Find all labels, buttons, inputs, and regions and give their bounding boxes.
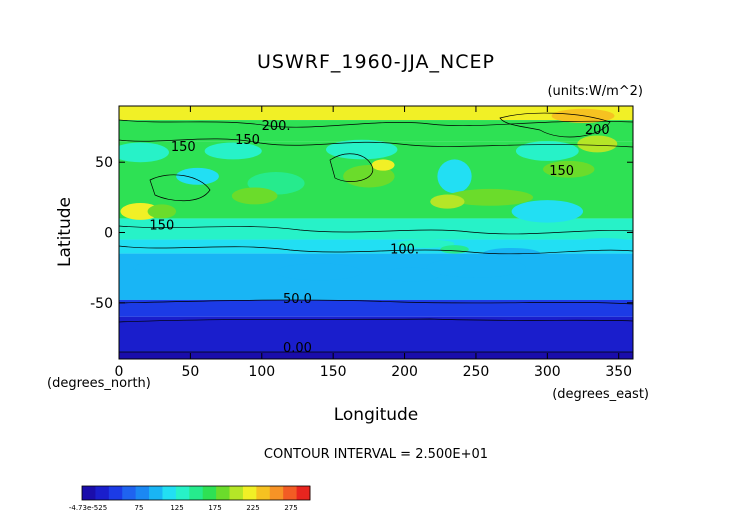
lat-band [119,316,633,352]
colorbar-min-label: -4.73e-525 [69,504,107,512]
field-patch [383,267,441,282]
contour-line [119,119,633,128]
y-axis-unit-label: (degrees_north) [47,376,151,391]
field-patch [577,135,618,153]
x-tick-label: 50 [181,364,199,380]
x-tick-label: 350 [605,364,632,380]
field-patch [437,159,472,194]
field-patch [430,194,465,209]
colorbar-swatch [256,486,271,500]
y-axis-label: Latitude [55,197,75,267]
contour-line [499,112,611,138]
contour-label: 50.0 [283,292,312,307]
field-patch [440,245,469,254]
colorbar-swatch [122,486,137,500]
contour-line [119,299,633,305]
field-patch [133,262,191,274]
x-tick-label: 100 [248,364,275,380]
contour-line [119,245,633,255]
colorbar-tick-label: 275 [284,504,297,512]
field-patch [176,167,219,185]
contour-label: 150 [549,164,574,179]
colorbar-tick-label: 75 [135,504,144,512]
field-patch [573,238,633,250]
x-tick-label: 250 [463,364,490,380]
colorbar-swatch [189,486,204,500]
x-tick-label: 0 [115,364,124,380]
colorbar-tick-label: 175 [208,504,221,512]
x-axis-unit-label: (degrees_east) [552,387,649,402]
colorbar-swatch [283,486,297,500]
colorbar-swatch [202,486,217,500]
colorbar-swatch [135,486,150,500]
axes: 0 50 100 150 200 250 300 350 -50 0 50 [90,106,633,380]
contour-lines [119,112,633,353]
contour-label: 150 [149,219,174,234]
field-patch [231,187,278,205]
field-patch [447,188,534,206]
colorbar-swatch [269,486,284,500]
colorbar-tick-label: 125 [170,504,183,512]
x-tick-label: 150 [320,364,347,380]
contour-label: 150 [235,133,260,148]
contour-line [119,318,633,323]
contour-label: 200 [585,123,610,138]
units-label: (units:W/m^2) [547,84,643,99]
field-patch [425,257,526,278]
lat-band [119,120,633,142]
colorbar-swatch [108,486,123,500]
lat-band [119,351,633,359]
colorbar-swatch [82,486,96,500]
contour-line [149,174,211,202]
contour-interval-text: CONTOUR INTERVAL = 2.500E+01 [264,447,488,462]
colorbar-swatch [175,486,190,500]
field-patch [276,263,362,281]
field-patch [204,142,262,160]
colorbar-tick-label: 225 [246,504,259,512]
contour-line [119,225,633,235]
lat-band [119,253,633,300]
x-axis-label: Longitude [334,405,419,425]
field-patch [543,160,595,178]
x-tick-label: 200 [391,364,418,380]
y-tick-label: 0 [104,226,113,242]
contour-label: 200. [262,119,291,134]
field-patch [147,204,177,219]
colorbar: -4.73e-525 75 125 175 225 275 [69,485,311,512]
contour-line [329,153,374,182]
field-patch [584,188,625,206]
field-patch [511,200,584,223]
colorbar-swatch [229,486,244,500]
y-tick-label: 50 [95,155,113,171]
colorbar-swatch [95,486,110,500]
field-patches [119,108,633,282]
colorbar-swatch [242,486,257,500]
lat-band [119,218,633,240]
field-patch [343,165,395,188]
chart-title: USWRF_1960-JJA_NCEP [257,51,495,73]
contour-label: 100. [390,243,419,258]
lat-band [119,299,633,317]
field-patch [119,142,169,163]
colorbar-swatch [216,486,230,500]
field-patch [397,239,455,248]
colorbar-frame [81,485,311,501]
field-patch [371,159,395,171]
contour-label: 0.00 [283,341,312,356]
contour-label: 150 [171,140,196,155]
x-tick-label: 300 [534,364,561,380]
colorbar-swatch [149,486,163,500]
contour-line [119,138,633,148]
field-patch [515,141,579,161]
colorbar-swatch [162,486,177,500]
y-tick-label: -50 [90,296,113,312]
colorbar-swatch [296,486,311,500]
